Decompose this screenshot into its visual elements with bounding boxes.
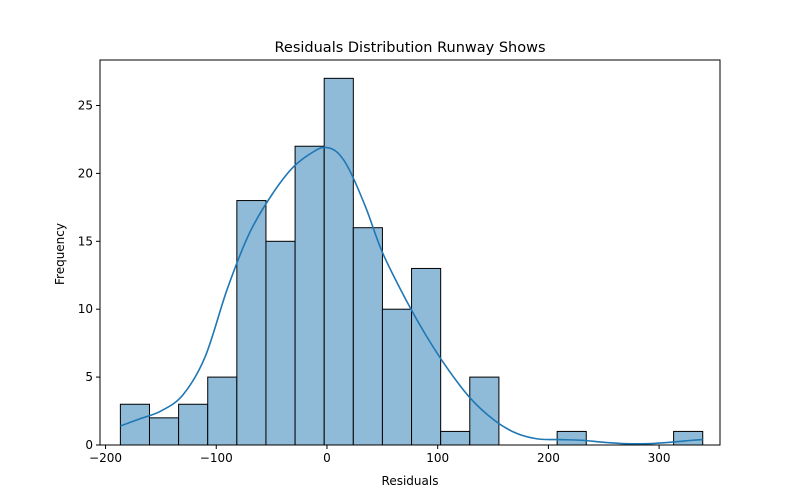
x-tick-label: 200 — [537, 451, 560, 465]
x-axis-ticks: −200 −100 0 100 200 300 — [89, 445, 671, 465]
plot-frame — [99, 59, 721, 446]
histogram-bar — [673, 430, 704, 446]
x-tick-label: 300 — [648, 451, 671, 465]
histogram-bar — [440, 430, 471, 446]
x-tick-label: −200 — [89, 451, 122, 465]
histogram-bar — [236, 200, 267, 446]
histogram-bar — [411, 267, 442, 446]
x-tick-label: 100 — [426, 451, 449, 465]
x-axis-label: Residuals — [382, 474, 439, 488]
histogram-bars — [119, 77, 704, 446]
y-tick-label: 15 — [78, 234, 93, 248]
histogram-bar — [323, 77, 354, 446]
histogram-bar — [178, 403, 209, 446]
x-tick-label: −100 — [200, 451, 233, 465]
x-tick-label: 0 — [323, 451, 331, 465]
histogram-bar — [148, 417, 180, 446]
y-tick-label: 25 — [78, 98, 93, 112]
histogram-bar — [556, 430, 587, 446]
y-axis-label: Frequency — [53, 223, 67, 285]
histogram-bar — [352, 227, 383, 446]
histogram-bar — [265, 240, 296, 446]
chart-title: Residuals Distribution Runway Shows — [274, 40, 545, 56]
y-tick-label: 20 — [78, 166, 93, 180]
histogram-bar — [207, 376, 238, 446]
histogram-bar — [381, 308, 413, 446]
histogram-bar — [294, 145, 325, 446]
histogram-bar — [469, 376, 500, 446]
kde-curve — [120, 146, 703, 445]
y-tick-label: 0 — [85, 438, 93, 452]
y-axis-ticks: 0 5 10 15 20 25 — [78, 98, 100, 452]
y-tick-label: 5 — [85, 370, 93, 384]
y-tick-label: 10 — [78, 302, 93, 316]
